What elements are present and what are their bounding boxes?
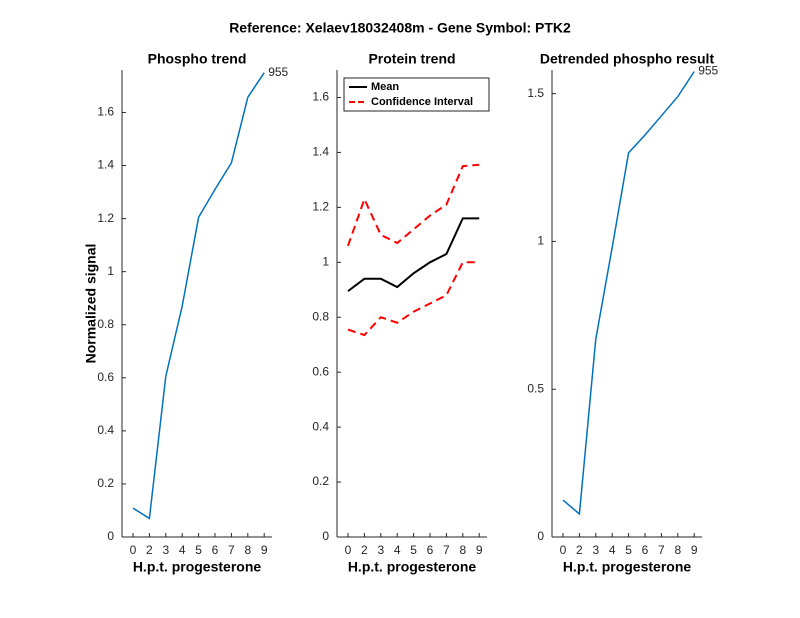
x-tick-label: 5 (195, 543, 202, 557)
legend-label: Confidence Interval (371, 96, 473, 108)
x-axis-label: H.p.t. progesterone (133, 559, 262, 575)
line (562, 71, 695, 516)
y-tick-label: 0.5 (527, 381, 544, 395)
x-tick-label: 7 (228, 543, 235, 557)
line (347, 163, 480, 247)
y-tick-label: 0.8 (312, 309, 329, 323)
axis-title: Protein trend (368, 51, 455, 67)
x-tick-label: 9 (476, 543, 483, 557)
x-tick-label: 4 (609, 543, 616, 557)
x-tick-label: 4 (394, 543, 401, 557)
x-tick-label: 2 (146, 543, 153, 557)
line (347, 217, 480, 292)
y-tick-label: 0.8 (97, 317, 114, 331)
y-tick-label: 1.4 (312, 145, 329, 159)
y-tick-label: 1 (107, 264, 114, 278)
y-tick-label: 1.2 (312, 200, 329, 214)
x-tick-label: 8 (244, 543, 251, 557)
legend-label: Mean (371, 81, 399, 93)
y-tick-label: 1 (322, 254, 329, 268)
y-tick-label: 0 (537, 529, 544, 543)
x-tick-label: 5 (625, 543, 632, 557)
annotation: 955 (268, 65, 288, 79)
x-tick-label: 9 (261, 543, 268, 557)
y-tick-label: 0.4 (312, 419, 329, 433)
x-tick-label: 3 (377, 543, 384, 557)
x-tick-label: 6 (212, 543, 219, 557)
y-tick-label: 0.4 (97, 423, 114, 437)
y-axis-label: Normalized signal (83, 244, 99, 364)
x-tick-label: 3 (592, 543, 599, 557)
x-tick-label: 4 (179, 543, 186, 557)
x-tick-label: 0 (345, 543, 352, 557)
legend-box (343, 77, 490, 112)
x-tick-label: 8 (459, 543, 466, 557)
y-tick-label: 0.2 (312, 474, 329, 488)
y-tick-label: 0.6 (97, 370, 114, 384)
x-tick-label: 7 (443, 543, 450, 557)
y-tick-label: 1.4 (97, 158, 114, 172)
y-tick-label: 1.5 (527, 86, 544, 100)
y-tick-label: 0.6 (312, 364, 329, 378)
x-tick-label: 0 (560, 543, 567, 557)
x-tick-label: 5 (410, 543, 417, 557)
x-axis-label: H.p.t. progesterone (348, 559, 477, 575)
x-tick-label: 2 (361, 543, 368, 557)
x-tick-label: 0 (130, 543, 137, 557)
x-tick-label: 2 (576, 543, 583, 557)
y-tick-label: 1.6 (97, 105, 114, 119)
y-tick-label: 0.2 (97, 476, 114, 490)
x-axis-label: H.p.t. progesterone (563, 559, 692, 575)
line (132, 72, 265, 520)
y-tick-label: 0 (322, 529, 329, 543)
y-tick-label: 0 (107, 529, 114, 543)
y-tick-label: 1.2 (97, 211, 114, 225)
x-tick-label: 6 (642, 543, 649, 557)
x-tick-label: 8 (674, 543, 681, 557)
x-tick-label: 3 (162, 543, 169, 557)
figure-title: Reference: Xelaev18032408m - Gene Symbol… (229, 20, 571, 36)
axis-title: Phospho trend (148, 51, 247, 67)
y-tick-label: 1 (537, 234, 544, 248)
axis-title: Detrended phospho result (540, 51, 715, 67)
x-tick-label: 9 (691, 543, 698, 557)
line-lower (347, 261, 480, 337)
y-tick-label: 1.6 (312, 90, 329, 104)
annotation: 955 (698, 64, 718, 78)
x-tick-label: 7 (658, 543, 665, 557)
x-tick-label: 6 (427, 543, 434, 557)
